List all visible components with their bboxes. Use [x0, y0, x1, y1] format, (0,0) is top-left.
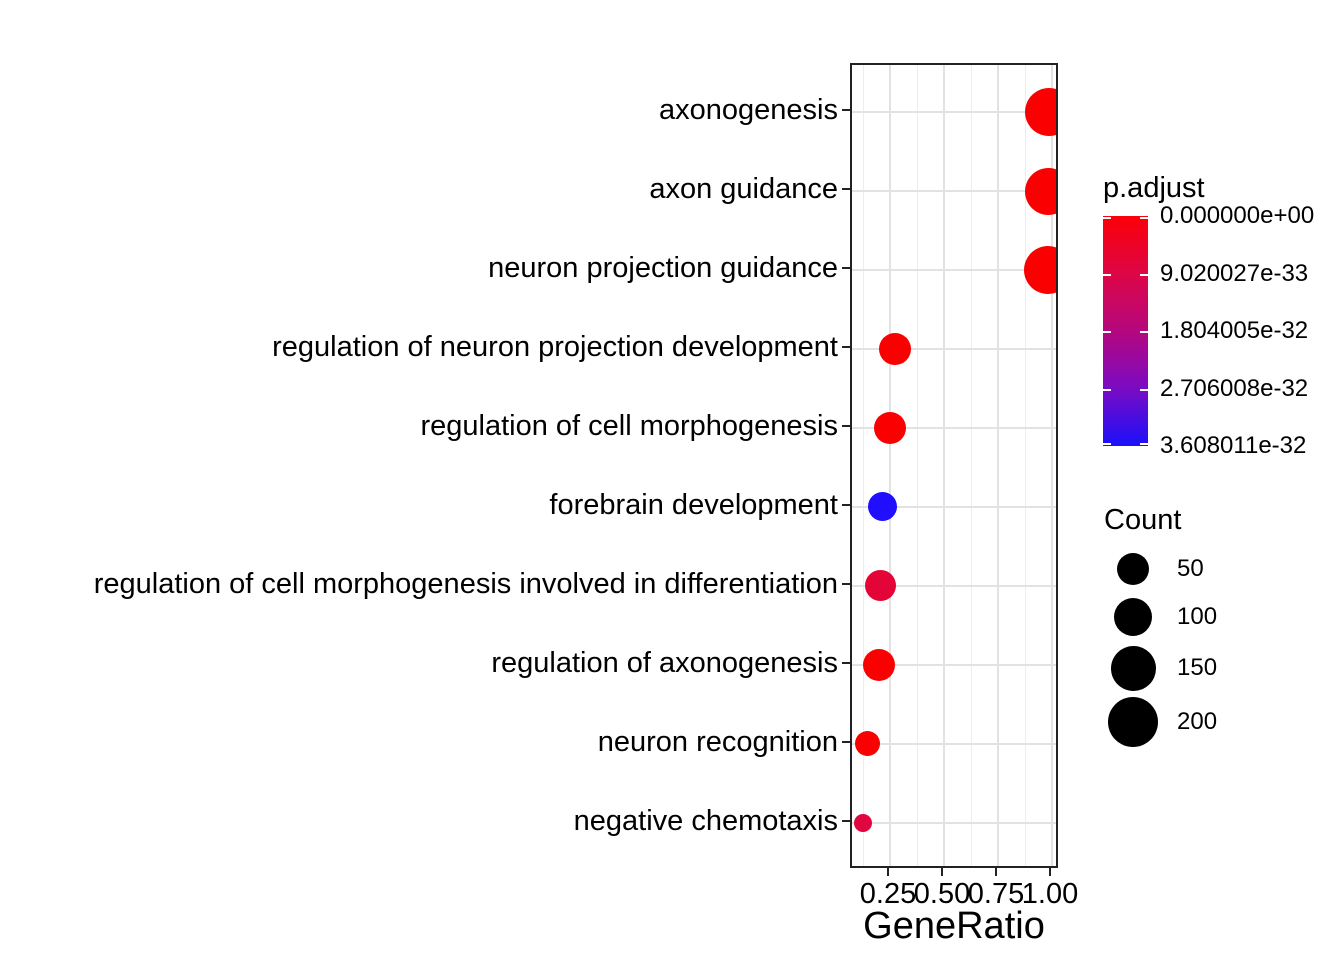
count-legend-title: Count	[1104, 504, 1182, 536]
x-tick-mark	[887, 868, 889, 876]
padjust-legend-label: 3.608011e-32	[1160, 432, 1307, 459]
y-axis-label: regulation of cell morphogenesis involve…	[93, 567, 838, 600]
count-legend-label: 100	[1177, 603, 1218, 630]
data-point	[1024, 167, 1056, 215]
padjust-legend-label: 9.020027e-33	[1160, 259, 1309, 287]
gridline-major	[1051, 65, 1053, 866]
gridline-minor	[917, 65, 918, 866]
y-axis-label: regulation of neuron projection developm…	[272, 331, 838, 364]
gridline-major	[852, 190, 1056, 193]
gridline-major	[852, 742, 1056, 745]
count-legend-circle	[1117, 553, 1149, 585]
gridline-major	[852, 427, 1056, 430]
gradient-tick	[1103, 273, 1111, 276]
data-point	[878, 333, 911, 366]
count-legend-circle	[1108, 697, 1158, 747]
x-tick-mark	[995, 868, 997, 876]
padjust-legend-label: 2.706008e-32	[1160, 374, 1309, 402]
data-point	[854, 813, 872, 832]
gradient-tick	[1140, 217, 1148, 219]
gradient-tick	[1140, 331, 1148, 333]
padjust-legend-title: p.adjust	[1103, 172, 1205, 204]
gridline-minor	[863, 65, 864, 866]
x-axis-title: GeneRatio	[863, 905, 1045, 947]
gridline-major	[852, 584, 1056, 587]
gradient-tick	[1103, 217, 1111, 219]
y-axis-label: forebrain development	[549, 488, 838, 521]
y-tick-mark	[842, 819, 850, 822]
x-tick-mark	[941, 868, 943, 876]
y-tick-mark	[842, 425, 850, 428]
y-tick-mark	[842, 661, 850, 664]
data-point	[855, 731, 881, 757]
count-legend-circle	[1110, 645, 1156, 691]
gridline-major	[852, 111, 1056, 114]
count-legend-label: 50	[1177, 555, 1204, 582]
gradient-tick	[1140, 388, 1148, 391]
gridline-major	[852, 348, 1056, 351]
gridline-minor	[1025, 65, 1026, 866]
count-legend-label: 150	[1177, 654, 1218, 681]
plot-panel	[850, 63, 1058, 868]
data-point	[874, 412, 906, 445]
x-tick-label: 1.00	[1021, 878, 1079, 910]
y-axis-label: negative chemotaxis	[573, 804, 838, 837]
count-legend-label: 200	[1177, 708, 1218, 735]
y-tick-mark	[842, 267, 850, 270]
data-point	[862, 648, 895, 681]
padjust-legend-label: 1.804005e-32	[1160, 317, 1309, 344]
gridline-major	[997, 65, 999, 866]
y-axis-label: regulation of axonogenesis	[491, 646, 838, 679]
gradient-tick	[1140, 273, 1148, 276]
x-tick-label: 0.75	[967, 878, 1025, 910]
padjust-legend-label: 0.000000e+00	[1160, 202, 1315, 229]
gridline-major	[889, 65, 891, 866]
y-tick-mark	[842, 188, 850, 191]
y-tick-mark	[842, 740, 850, 743]
y-tick-mark	[842, 582, 850, 585]
y-axis-label: regulation of cell morphogenesis	[420, 410, 838, 443]
gridline-major	[852, 663, 1056, 666]
y-tick-mark	[842, 503, 850, 506]
gridline-major	[943, 65, 945, 866]
data-point	[1024, 88, 1056, 137]
x-tick-label: 0.25	[859, 878, 917, 910]
data-point	[867, 492, 897, 522]
x-tick-mark	[1049, 868, 1051, 876]
gridline-major	[852, 505, 1056, 508]
gradient-tick	[1103, 331, 1111, 333]
y-tick-mark	[842, 346, 850, 349]
y-axis-label: axon guidance	[649, 173, 838, 206]
x-tick-label: 0.50	[913, 878, 971, 910]
y-axis-label: axonogenesis	[659, 94, 838, 127]
gradient-tick	[1103, 443, 1111, 445]
gridline-major	[852, 821, 1056, 824]
padjust-gradient-bar	[1103, 216, 1148, 446]
y-tick-mark	[842, 109, 850, 112]
count-legend-circle	[1114, 598, 1152, 636]
gradient-tick	[1140, 443, 1148, 445]
gridline-minor	[971, 65, 972, 866]
data-point	[1024, 246, 1056, 295]
gradient-tick	[1103, 388, 1111, 391]
y-axis-label: neuron recognition	[597, 725, 838, 758]
y-axis-label: neuron projection guidance	[488, 252, 838, 285]
data-point	[864, 570, 896, 602]
gridline-major	[852, 269, 1056, 272]
